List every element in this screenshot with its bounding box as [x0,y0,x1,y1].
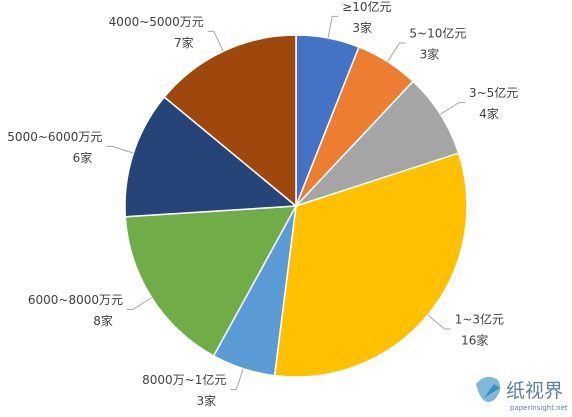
value-label: 8家 [93,313,113,328]
value-label: 16家 [461,333,488,348]
leader-line [207,30,224,52]
watermark: 纸视界 paperinsight.net [476,376,568,412]
leader-line [440,102,465,115]
leader-line [230,368,244,391]
leader-line [387,42,406,62]
slice-label: 1~3亿元 [455,312,504,327]
watermark-icon [476,376,501,402]
leader-line [106,145,134,154]
value-label: 3家 [420,47,440,62]
leader-line [327,15,339,39]
leader-line [427,314,451,330]
slice-label: 5000~6000万元 [7,130,102,144]
value-label: 3家 [352,20,372,35]
slice-label: 5~10亿元 [409,26,466,41]
value-label: 3家 [197,393,217,408]
slice-label: ≥10亿元 [342,0,391,14]
watermark-icon [484,384,500,398]
watermark-text: 纸视界 [506,380,563,402]
slice-label: 6000~8000万元 [28,293,123,307]
slice-label: 3~5亿元 [469,85,518,100]
value-label: 6家 [73,150,93,165]
value-label: 4家 [479,106,499,121]
leader-line [127,297,152,310]
value-label: 7家 [174,35,194,50]
watermark-url: paperinsight.net [510,404,568,412]
slice-label: 4000~5000万元 [109,15,204,29]
slice-label: 8000万~1亿元 [142,372,226,387]
